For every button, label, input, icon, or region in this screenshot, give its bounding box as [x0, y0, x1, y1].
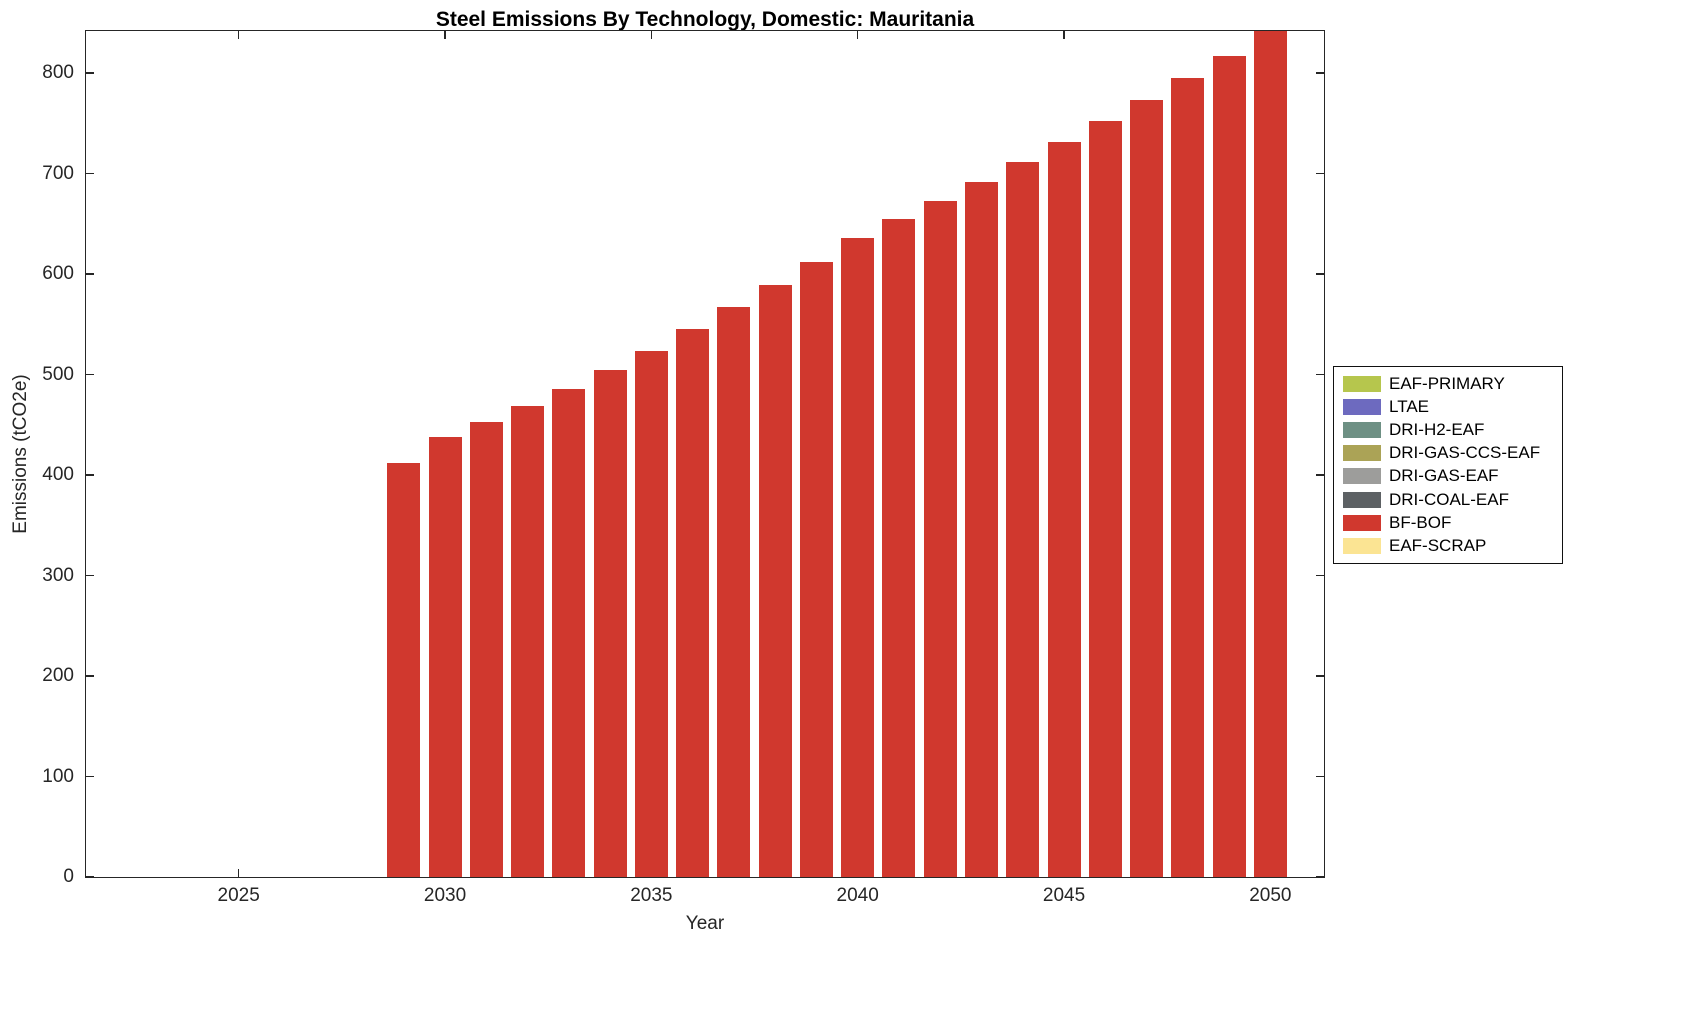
y-tick-mark-right: [1316, 474, 1324, 476]
y-tick-label-300: 300: [42, 564, 74, 586]
legend-label: DRI-GAS-EAF: [1389, 466, 1499, 486]
bar-BF-BOF-2032: [511, 405, 545, 877]
legend-swatch-icon: [1343, 537, 1381, 554]
y-tick-label-100: 100: [42, 765, 74, 787]
legend-item-dri-coal-eaf: DRI-COAL-EAF: [1334, 488, 1562, 511]
legend-swatch-icon: [1343, 491, 1381, 508]
y-tick-mark: [86, 474, 94, 476]
bar-BF-BOF-2042: [923, 200, 957, 877]
legend: EAF-PRIMARY LTAE DRI-H2-EAF DRI-GAS-CCS-EAF…: [1333, 366, 1563, 564]
x-tick-label-2040: 2040: [836, 885, 879, 906]
y-tick-mark: [86, 775, 94, 778]
y-tick-mark-right: [1316, 373, 1324, 376]
x-tick-mark-top: [1063, 31, 1065, 39]
y-tick-mark: [86, 172, 94, 175]
bar-BF-BOF-2030: [428, 436, 462, 877]
x-axis-label: Year: [685, 913, 725, 934]
legend-label: DRI-COAL-EAF: [1389, 489, 1509, 509]
legend-swatch-icon: [1343, 514, 1381, 531]
bar-BF-BOF-2049: [1212, 56, 1246, 877]
legend-item-bf-bof: BF-BOF: [1334, 511, 1562, 534]
bar-BF-BOF-2050: [1253, 31, 1287, 877]
legend-item-ltae: LTAE: [1334, 395, 1562, 418]
bar-BF-BOF-2044: [1006, 161, 1040, 877]
legend-label: LTAE: [1389, 396, 1429, 416]
y-tick-label-0: 0: [63, 866, 74, 887]
x-tick-mark-top: [650, 31, 653, 39]
bar-BF-BOF-2045: [1047, 141, 1081, 877]
legend-item-dri-gas-ccs-eaf: DRI-GAS-CCS-EAF: [1334, 442, 1562, 465]
x-tick-mark: [237, 869, 240, 877]
legend-swatch-icon: [1343, 468, 1381, 485]
y-tick-label-700: 700: [42, 162, 74, 184]
y-tick-mark: [86, 373, 94, 376]
bar-BF-BOF-2046: [1088, 121, 1122, 877]
bar-BF-BOF-2047: [1130, 100, 1164, 877]
bar-BF-BOF-2034: [593, 369, 627, 877]
plot-area: [85, 30, 1325, 878]
legend-items: EAF-PRIMARY LTAE DRI-H2-EAF DRI-GAS-CCS-EAF…: [1334, 372, 1562, 558]
bars-layer: [86, 31, 1324, 877]
y-tick-label-500: 500: [42, 363, 74, 385]
y-tick-mark-right: [1316, 675, 1324, 677]
legend-item-eaf-primary: EAF-PRIMARY: [1334, 372, 1562, 395]
y-tick-label-600: 600: [42, 263, 74, 285]
y-tick-label-800: 800: [42, 62, 74, 84]
y-axis-label: Emissions (tCO2e): [10, 374, 31, 534]
bar-BF-BOF-2033: [552, 388, 586, 877]
y-tick-mark-right: [1316, 72, 1324, 74]
bar-BF-BOF-2036: [676, 329, 710, 877]
x-tick-label-2045: 2045: [1042, 885, 1086, 906]
x-tick-mark-top: [444, 31, 446, 39]
y-tick-mark: [86, 72, 94, 74]
y-tick-mark: [86, 273, 94, 275]
y-tick-mark-right: [1316, 775, 1324, 778]
legend-swatch-icon: [1343, 445, 1381, 462]
y-tick-mark: [86, 675, 94, 677]
legend-swatch-icon: [1343, 375, 1381, 392]
x-tick-mark-top: [856, 31, 859, 39]
x-tick-label-2030: 2030: [423, 885, 467, 906]
y-tick-label-400: 400: [42, 464, 74, 486]
bar-BF-BOF-2043: [964, 181, 998, 877]
y-tick-mark: [86, 876, 94, 878]
legend-label: BF-BOF: [1389, 512, 1452, 532]
x-tick-mark-top: [237, 31, 240, 39]
x-tick-label-2025: 2025: [217, 885, 260, 906]
legend-item-eaf-scrap: EAF-SCRAP: [1334, 534, 1562, 557]
legend-label: EAF-SCRAP: [1389, 535, 1487, 555]
bar-BF-BOF-2038: [758, 285, 792, 877]
legend-swatch-icon: [1343, 398, 1381, 415]
x-tick-label-2035: 2035: [630, 885, 673, 906]
bar-BF-BOF-2029: [387, 463, 421, 877]
legend-label: EAF-PRIMARY: [1389, 373, 1505, 393]
legend-item-dri-gas-eaf: DRI-GAS-EAF: [1334, 465, 1562, 488]
x-tick-label-2050: 2050: [1249, 885, 1292, 906]
bar-BF-BOF-2035: [634, 350, 668, 877]
legend-label: DRI-H2-EAF: [1389, 419, 1485, 439]
bar-BF-BOF-2041: [882, 218, 916, 877]
legend-swatch-icon: [1343, 421, 1381, 438]
chart-title: Steel Emissions By Technology, Domestic:…: [435, 8, 975, 31]
legend-label: DRI-GAS-CCS-EAF: [1389, 443, 1541, 463]
legend-item-dri-h2-eaf: DRI-H2-EAF: [1334, 418, 1562, 441]
y-tick-mark-right: [1316, 273, 1324, 275]
bar-BF-BOF-2039: [799, 262, 833, 877]
bar-BF-BOF-2040: [841, 237, 875, 877]
bar-BF-BOF-2031: [469, 421, 503, 877]
bar-BF-BOF-2037: [717, 307, 751, 877]
bar-BF-BOF-2048: [1171, 78, 1205, 877]
y-tick-mark-right: [1316, 876, 1324, 878]
y-tick-mark-right: [1316, 172, 1324, 175]
y-tick-mark: [86, 574, 94, 577]
y-tick-mark-right: [1316, 574, 1324, 577]
y-tick-label-200: 200: [42, 665, 74, 687]
